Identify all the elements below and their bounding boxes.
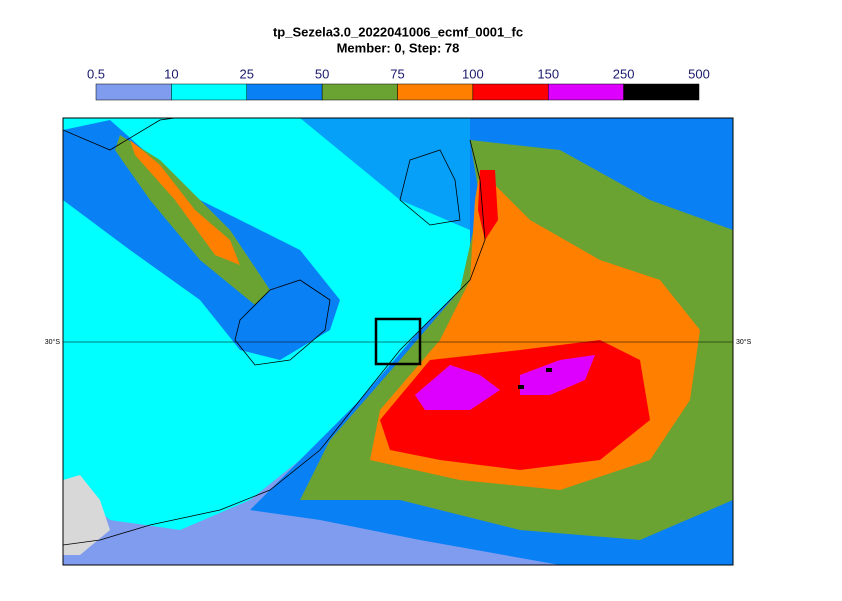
precip-red-north: [478, 170, 498, 240]
colorbar-tick-label: 500: [688, 66, 710, 81]
colorbar-tick-label: 50: [315, 66, 329, 81]
precip-magenta-west: [415, 365, 500, 410]
colorbar-tick-label: 75: [390, 66, 404, 81]
colorbar-tick-label: 250: [613, 66, 635, 81]
colorbar-bin: [171, 83, 247, 101]
no-data: [63, 475, 110, 555]
coastline: [63, 139, 486, 546]
border-lesotho: [234, 279, 331, 366]
colorbar-bin: [246, 83, 323, 101]
colorbar-tick-label: 150: [537, 66, 559, 81]
precip-orange-band: [130, 140, 240, 265]
subtitle: Member: 0, Step: 78: [337, 40, 460, 55]
precip-black: [518, 385, 524, 389]
colorbar-tick-label: 100: [462, 66, 484, 81]
colorbar-tick-label: 25: [240, 66, 254, 81]
colorbar: 0.5 10 25 50 75 100 150 250 500: [87, 66, 710, 101]
colorbar-bin: [321, 83, 398, 101]
map-frame: [62, 117, 734, 566]
colorbar-bin: [95, 83, 172, 101]
precip-black: [546, 368, 552, 372]
colorbar-bin: [548, 83, 624, 101]
border: [63, 118, 461, 226]
colorbar-bin: [397, 83, 474, 101]
colorbar-bin: [623, 83, 700, 101]
lat-label: 30°S: [45, 338, 61, 346]
precip-blue-north: [63, 118, 470, 230]
colorbar-tick-label: 0.5: [87, 66, 105, 81]
precip-magenta-east: [520, 355, 595, 395]
lat-label: 30°S: [736, 338, 752, 346]
focus-box: [374, 317, 422, 366]
colorbar-bin: [472, 83, 549, 101]
title: tp_Sezela3.0_2022041006_ecmf_0001_fc: [273, 24, 523, 39]
colorbar-tick-label: 10: [164, 66, 178, 81]
map: [63, 118, 733, 565]
